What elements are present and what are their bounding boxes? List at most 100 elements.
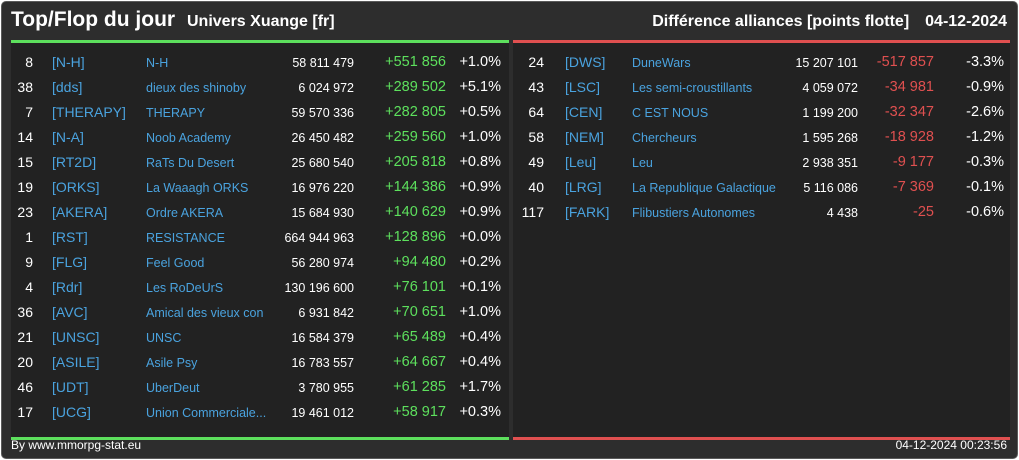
alliance-name-link[interactable]: Les semi-croustillants bbox=[632, 81, 753, 95]
alliance-percent: +0.3% bbox=[459, 404, 501, 420]
alliance-points: 58 811 479 bbox=[292, 56, 354, 70]
alliance-name-link[interactable]: C EST NOUS bbox=[632, 106, 709, 120]
alliance-name-link[interactable]: Amical des vieux con bbox=[146, 306, 264, 320]
alliance-tag-link[interactable]: [THERAPY] bbox=[52, 104, 126, 120]
alliance-tag-link[interactable]: [NEM] bbox=[565, 129, 604, 145]
alliance-name-link[interactable]: UberDeut bbox=[146, 381, 200, 395]
alliance-diff: -25 bbox=[913, 204, 934, 220]
flop-row: 64 [CEN] C EST NOUS 1 199 200 -32 347 -2.6% bbox=[513, 100, 1010, 125]
top-row: 17 [UCG] Union Commerciale... 19 461 012 +58… bbox=[11, 400, 509, 425]
alliance-points: 6 024 972 bbox=[298, 81, 354, 95]
alliance-percent: +1.0% bbox=[459, 54, 501, 70]
alliance-tag-link[interactable]: [UNSC] bbox=[52, 329, 100, 345]
alliance-tag-link[interactable]: [ASILE] bbox=[52, 354, 100, 370]
alliance-name-link[interactable]: Ordre AKERA bbox=[146, 206, 224, 220]
alliance-name-link[interactable]: La Waaagh ORKS bbox=[146, 181, 249, 195]
alliance-percent: -0.9% bbox=[966, 79, 1004, 95]
top-row: 36 [AVC] Amical des vieux con 6 931 842 +70 … bbox=[11, 300, 509, 325]
alliance-rank: 23 bbox=[17, 204, 33, 220]
top-row: 15 [RT2D] RaTs Du Desert 25 680 540 +205 818… bbox=[11, 150, 509, 175]
alliance-tag-link[interactable]: [RT2D] bbox=[52, 154, 97, 170]
alliance-points: 59 570 336 bbox=[291, 106, 354, 120]
alliance-percent: -1.2% bbox=[966, 129, 1004, 145]
alliance-points: 6 931 842 bbox=[298, 306, 354, 320]
footer-credit: By www.mmorpg-stat.eu bbox=[11, 438, 142, 452]
alliance-diff: +65 489 bbox=[393, 329, 446, 345]
alliance-name-link[interactable]: Chercheurs bbox=[632, 131, 697, 145]
alliance-tag-link[interactable]: [LSC] bbox=[565, 79, 601, 95]
alliance-rank: 9 bbox=[25, 254, 33, 270]
alliance-rank: 58 bbox=[528, 129, 544, 145]
top-row: 1 [RST] RESISTANCE 664 944 963 +128 896 +0.0% bbox=[11, 225, 509, 250]
alliance-tag-link[interactable]: [UCG] bbox=[52, 404, 91, 420]
top-list: 8 [N-H] N-H 58 811 479 +551 856 +1.0% 38 [dds] d… bbox=[11, 50, 509, 425]
alliance-name-link[interactable]: dieux des shinoby bbox=[146, 81, 247, 95]
alliance-tag-link[interactable]: [UDT] bbox=[52, 379, 89, 395]
alliance-tag-link[interactable]: [dds] bbox=[52, 79, 83, 95]
header-right: Différence alliances [points flotte] 04-… bbox=[652, 13, 1007, 31]
alliance-percent: +0.9% bbox=[459, 179, 501, 195]
alliance-name-link[interactable]: Leu bbox=[632, 156, 653, 170]
flop-row: 58 [NEM] Chercheurs 1 595 268 -18 928 -1.2% bbox=[513, 125, 1010, 150]
alliance-tag-link[interactable]: [FARK] bbox=[565, 204, 610, 220]
alliance-tag-link[interactable]: [Leu] bbox=[565, 154, 597, 170]
alliance-diff: +64 667 bbox=[393, 354, 446, 370]
alliance-tag-link[interactable]: [RST] bbox=[52, 229, 88, 245]
alliance-tag-link[interactable]: [DWS] bbox=[565, 54, 606, 70]
alliance-rank: 17 bbox=[17, 404, 33, 420]
category-label: Différence alliances [points flotte] bbox=[652, 13, 910, 30]
alliance-tag-link[interactable]: [FLG] bbox=[52, 254, 88, 270]
alliance-name-link[interactable]: Flibustiers Autonomes bbox=[632, 206, 755, 220]
alliance-name-link[interactable]: N-H bbox=[146, 56, 169, 70]
alliance-tag-link[interactable]: [AVC] bbox=[52, 304, 88, 320]
alliance-diff: +205 818 bbox=[385, 154, 446, 170]
alliance-rank: 24 bbox=[528, 54, 544, 70]
alliance-name-link[interactable]: Asile Psy bbox=[146, 356, 198, 370]
alliance-tag-link[interactable]: [N-H] bbox=[52, 54, 85, 70]
alliance-rank: 43 bbox=[528, 79, 544, 95]
top-row: 46 [UDT] UberDeut 3 780 955 +61 285 +1.7% bbox=[11, 375, 509, 400]
alliance-tag-link[interactable]: [N-A] bbox=[52, 129, 84, 145]
alliance-tag-link[interactable]: [LRG] bbox=[565, 179, 602, 195]
top-row: 20 [ASILE] Asile Psy 16 783 557 +64 667 +0.4% bbox=[11, 350, 509, 375]
alliance-name-link[interactable]: Feel Good bbox=[146, 256, 205, 270]
alliance-rank: 7 bbox=[25, 104, 33, 120]
alliance-percent: -0.3% bbox=[966, 154, 1004, 170]
alliance-points: 16 584 379 bbox=[291, 331, 354, 345]
alliance-points: 4 438 bbox=[826, 206, 858, 220]
alliance-name-link[interactable]: DuneWars bbox=[632, 56, 691, 70]
alliance-points: 1 199 200 bbox=[802, 106, 858, 120]
alliance-name-link[interactable]: La Republique Galactique bbox=[632, 181, 776, 195]
alliance-diff: +259 560 bbox=[385, 129, 446, 145]
alliance-diff: -32 347 bbox=[884, 104, 934, 120]
alliance-rank: 21 bbox=[17, 329, 33, 345]
alliance-points: 16 976 220 bbox=[291, 181, 354, 195]
header-date: 04-12-2024 bbox=[925, 13, 1007, 30]
alliance-tag-link[interactable]: [AKERA] bbox=[52, 204, 108, 220]
alliance-name-link[interactable]: THERAPY bbox=[146, 106, 206, 120]
alliance-rank: 1 bbox=[25, 229, 33, 245]
alliance-name-link[interactable]: Les RoDeUrS bbox=[146, 281, 224, 295]
alliance-points: 1 595 268 bbox=[802, 131, 858, 145]
alliance-diff: +140 629 bbox=[385, 204, 446, 220]
alliance-rank: 36 bbox=[17, 304, 33, 320]
alliance-tag-link[interactable]: [CEN] bbox=[565, 104, 603, 120]
footer-timestamp: 04-12-2024 00:23:56 bbox=[895, 438, 1007, 452]
top-row: 14 [N-A] Noob Academy 26 450 482 +259 560 +1.… bbox=[11, 125, 509, 150]
alliance-name-link[interactable]: UNSC bbox=[146, 331, 182, 345]
flop-list: 24 [DWS] DuneWars 15 207 101 -517 857 -3.3% 43… bbox=[513, 50, 1010, 225]
alliance-name-link[interactable]: RESISTANCE bbox=[146, 231, 225, 245]
page-title: Top/Flop du jour bbox=[11, 8, 176, 31]
alliance-tag-link[interactable]: [Rdr] bbox=[52, 279, 83, 295]
alliance-percent: -0.6% bbox=[966, 204, 1004, 220]
alliance-name-link[interactable]: Noob Academy bbox=[146, 131, 231, 145]
alliance-percent: +0.9% bbox=[459, 204, 501, 220]
top-panel: 8 [N-H] N-H 58 811 479 +551 856 +1.0% 38 [dds] d… bbox=[11, 40, 509, 440]
alliance-name-link[interactable]: RaTs Du Desert bbox=[146, 156, 235, 170]
alliance-tag-link[interactable]: [ORKS] bbox=[52, 179, 100, 195]
alliance-points: 56 280 974 bbox=[291, 256, 354, 270]
alliance-rank: 19 bbox=[17, 179, 33, 195]
alliance-diff: +70 651 bbox=[393, 304, 446, 320]
alliance-rank: 15 bbox=[17, 154, 33, 170]
alliance-name-link[interactable]: Union Commerciale... bbox=[146, 406, 267, 420]
